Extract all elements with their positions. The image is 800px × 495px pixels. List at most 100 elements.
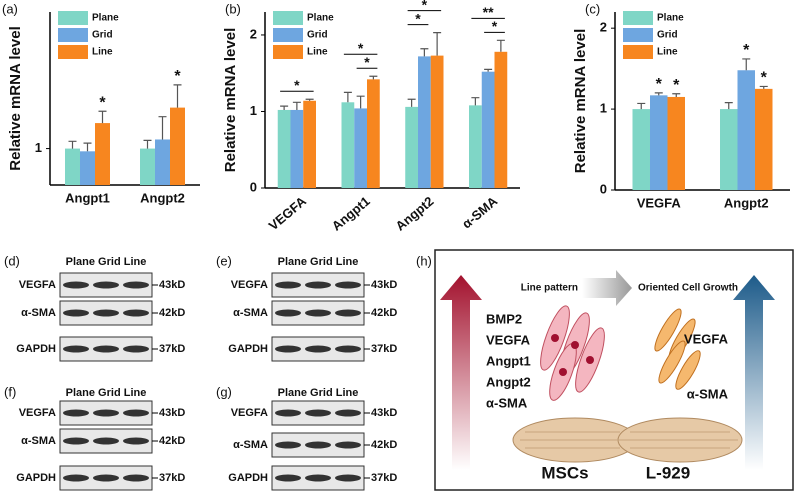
comparison-label: *	[492, 18, 498, 34]
bar	[95, 123, 110, 185]
bar	[303, 100, 316, 188]
protein-label: α-SMA	[21, 435, 56, 447]
panel-label: (g)	[216, 384, 232, 399]
legend-label: Line	[307, 47, 328, 58]
bar	[481, 71, 495, 188]
size-label: 43kD	[371, 279, 397, 291]
caption: Oriented Cell Growth	[638, 283, 738, 294]
bar	[354, 108, 367, 188]
bar	[430, 55, 444, 189]
msc-cells	[540, 305, 605, 401]
y-axis-label: Relative mRNA level	[7, 26, 24, 171]
blot-band	[305, 345, 331, 353]
x-tick-label: Angpt2	[724, 195, 769, 210]
cell-label: L-929	[646, 463, 690, 482]
error-bar	[98, 110, 107, 124]
error-bar	[343, 91, 352, 103]
error-bar	[143, 139, 152, 149]
bar	[720, 109, 738, 190]
legend-label: Line	[92, 47, 113, 58]
panel-label: (e)	[216, 253, 232, 268]
significance: *	[99, 94, 106, 111]
blot-band	[335, 409, 361, 417]
error-bar	[158, 116, 167, 140]
x-tick-label: Angpt1	[65, 190, 110, 205]
protein-label: VEGFA	[19, 407, 56, 419]
size-label: 37kD	[159, 472, 185, 484]
bar	[667, 96, 685, 190]
blot-band	[275, 281, 301, 289]
legend-swatch	[273, 11, 303, 25]
marker-label: Angpt2	[486, 374, 531, 389]
blot-band	[335, 441, 361, 449]
size-label: 42kD	[159, 307, 185, 319]
bar	[650, 95, 668, 190]
error-bar	[496, 39, 505, 52]
bar	[755, 88, 773, 190]
x-tick-label: VEGFA	[266, 193, 310, 233]
marker-label: VEGFA	[486, 332, 531, 347]
blot-band	[63, 281, 89, 289]
marker-label: Angpt1	[486, 353, 531, 368]
size-label: 37kD	[371, 343, 397, 355]
blot-band	[123, 437, 149, 445]
error-bar	[83, 142, 92, 152]
up-arrow-red	[440, 275, 482, 470]
error-bar	[742, 58, 751, 71]
legend-swatch	[58, 45, 88, 59]
bar	[277, 109, 291, 188]
y-tick-label: 0	[600, 181, 607, 196]
error-bar	[724, 102, 733, 110]
legend-swatch	[623, 11, 653, 25]
size-label: 42kD	[371, 439, 397, 451]
blot-band	[123, 409, 149, 417]
protein-label: GAPDH	[16, 343, 56, 355]
caption: Line pattern	[521, 283, 578, 294]
blot-band	[93, 309, 119, 317]
blot-band	[275, 345, 301, 353]
blot-band	[305, 474, 331, 482]
size-label: 37kD	[371, 472, 397, 484]
x-tick-label: α-SMA	[459, 193, 501, 231]
blot-band	[335, 345, 361, 353]
blot-band	[305, 441, 331, 449]
error-bar	[654, 92, 663, 96]
legend-label: Plane	[307, 13, 334, 24]
comparison-label: *	[358, 40, 364, 56]
protein-label: VEGFA	[231, 279, 268, 291]
error-bar	[173, 84, 182, 108]
panel-label: (c)	[585, 1, 600, 16]
bar	[737, 70, 755, 190]
size-label: 43kD	[159, 279, 185, 291]
error-bar	[420, 48, 429, 57]
marker-label: α-SMA	[486, 395, 528, 410]
error-bar	[759, 85, 768, 89]
legend-label: Plane	[92, 13, 119, 24]
comparison-label: *	[364, 54, 370, 70]
y-tick-label: 2	[250, 26, 257, 41]
y-axis-label: Relative mRNA level	[222, 28, 239, 173]
blot-band	[123, 345, 149, 353]
significance: *	[743, 42, 750, 59]
l929-cells	[654, 308, 701, 390]
error-bar	[471, 97, 480, 106]
size-label: 43kD	[371, 407, 397, 419]
error-bar	[369, 75, 378, 80]
lane-labels: Plane Grid Line	[278, 256, 359, 268]
blot-band	[335, 474, 361, 482]
legend-label: Grid	[307, 30, 328, 41]
legend-swatch	[58, 28, 88, 42]
protein-label: GAPDH	[228, 472, 268, 484]
protein-label: α-SMA	[21, 307, 56, 319]
blot-band	[63, 474, 89, 482]
comparison-label: **	[483, 4, 494, 20]
y-tick-label: 1	[250, 103, 257, 118]
legend-swatch	[623, 28, 653, 42]
error-bar	[356, 95, 365, 109]
legend-swatch	[273, 28, 303, 42]
error-bar	[433, 32, 442, 56]
bar	[140, 148, 155, 185]
bar	[341, 102, 355, 188]
bar	[170, 107, 185, 185]
